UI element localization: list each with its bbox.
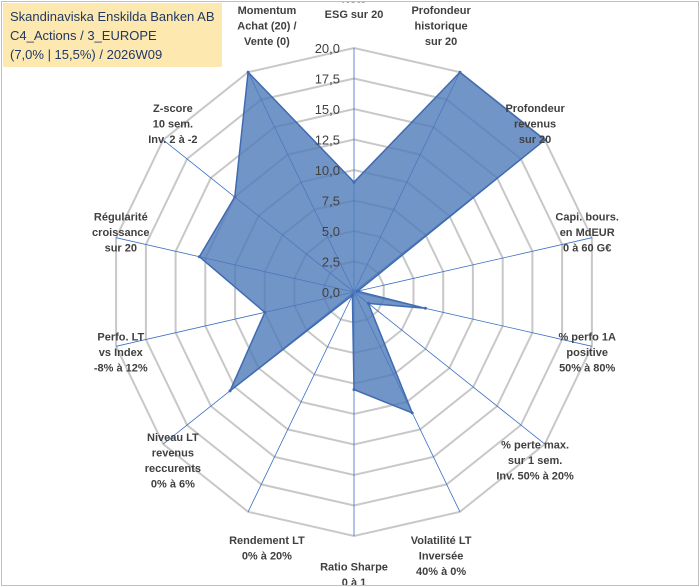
axis-label-line: sur 1 sem. bbox=[508, 455, 562, 467]
axis-label-line: en MdEUR bbox=[560, 227, 615, 239]
axis-label-line: Achat (20) / bbox=[237, 20, 296, 32]
axis-label-line: Ratio Sharpe bbox=[320, 562, 388, 574]
data-point bbox=[228, 389, 232, 393]
axis-label-line: % perfo 1A bbox=[558, 332, 616, 344]
tick-label: 20,0 bbox=[315, 41, 340, 56]
axis-label-line: revenus bbox=[514, 119, 556, 131]
axis-label-line: sur 20 bbox=[105, 242, 137, 254]
data-point bbox=[246, 70, 250, 74]
axis-label: Niveau LT revenus reccurents 0% à 6% bbox=[145, 432, 201, 491]
axis-label: Profondeur revenus sur 20 bbox=[505, 103, 565, 146]
axis-label: % perfo 1A positive 50% à 80% bbox=[558, 332, 616, 375]
axis-spoke bbox=[353, 291, 546, 445]
axis-label: Capi. bours. en MdEUR 0 à 60 G€ bbox=[555, 211, 619, 254]
tick-label: 17,5 bbox=[315, 72, 340, 87]
axis-spoke bbox=[247, 291, 355, 512]
axis-label: Volatilité LT Inversée 40% à 0% bbox=[411, 535, 472, 578]
axis-label: Z-score 10 sem. Inv. 2 à -2 bbox=[148, 103, 197, 146]
data-point bbox=[366, 301, 370, 305]
data-series-area bbox=[198, 70, 546, 415]
axis-label: Régularité croissance sur 20 bbox=[92, 211, 149, 254]
title-line-1: Skandinaviska Enskilda Banken AB bbox=[10, 9, 215, 24]
axis-label-line: revenus bbox=[152, 448, 194, 460]
axis-label-line: -8% à 12% bbox=[94, 363, 148, 375]
data-point bbox=[233, 195, 237, 199]
title-box: Skandinaviska Enskilda Banken AB C4_Acti… bbox=[3, 3, 222, 67]
data-point bbox=[352, 388, 356, 392]
axis-label-line: Momentum bbox=[238, 5, 297, 17]
axis-label-line: 0 à 1 bbox=[342, 577, 366, 585]
axis-label-line: Régularité bbox=[94, 211, 148, 223]
axis-label-line: Profondeur bbox=[505, 103, 565, 115]
axis-label-line: Z-score bbox=[153, 103, 193, 115]
data-point bbox=[350, 293, 354, 297]
axis-label-line: Inv. 2 à -2 bbox=[148, 134, 197, 146]
axis-label: Profondeur historique sur 20 bbox=[411, 5, 471, 48]
axis-label-line: ESG sur 20 bbox=[325, 9, 384, 21]
axis-label-line: Rendement LT bbox=[229, 535, 305, 547]
axis-label-line: Inv. 50% à 20% bbox=[496, 471, 574, 483]
tick-label: 12,5 bbox=[315, 133, 340, 148]
axis-label: % perte max. sur 1 sem. Inv. 50% à 20% bbox=[496, 440, 574, 483]
axis-label-line: Volatilité LT bbox=[411, 535, 472, 547]
axis-label-line: 0% à 20% bbox=[242, 550, 292, 562]
data-point bbox=[197, 255, 201, 259]
axis-label-line: Inversée bbox=[419, 550, 464, 562]
data-point bbox=[263, 310, 267, 314]
axis-label: Momentum Achat (20) / Vente (0) bbox=[237, 5, 296, 48]
axis-label-line: positive bbox=[566, 347, 608, 359]
axis-label-line: 10 sem. bbox=[153, 119, 193, 131]
axis-label: Perfo. LT vs Index -8% à 12% bbox=[94, 332, 148, 375]
axis-label-line: Niveau LT bbox=[147, 432, 199, 444]
axis-label-line: sur 20 bbox=[519, 134, 551, 146]
axis-label-line: Capi. bours. bbox=[555, 211, 619, 223]
data-point bbox=[543, 138, 547, 142]
axis-label-line: % perte max. bbox=[501, 440, 569, 452]
tick-label: 7,5 bbox=[322, 194, 340, 209]
axis-label-line: Note bbox=[342, 2, 366, 6]
axis-label-line: Vente (0) bbox=[244, 36, 290, 48]
axis-label-line: 50% à 80% bbox=[559, 363, 615, 375]
axis-label-line: Profondeur bbox=[411, 5, 471, 17]
data-point bbox=[356, 289, 360, 293]
axis-label-line: 0 à 60 G€ bbox=[563, 242, 611, 254]
axis-label-line: reccurents bbox=[145, 463, 201, 475]
tick-label: 15,0 bbox=[315, 102, 340, 117]
tick-label: 0,0 bbox=[322, 285, 340, 300]
axis-label-line: vs Index bbox=[99, 347, 144, 359]
axis-label-line: 40% à 0% bbox=[416, 566, 466, 578]
axis-spoke bbox=[353, 237, 592, 293]
axis-label-line: croissance bbox=[92, 227, 149, 239]
tick-label: 2,5 bbox=[322, 255, 340, 270]
axis-label: Rendement LT 0% à 20% bbox=[229, 535, 305, 563]
axis-label: Ratio Sharpe 0 à 1 bbox=[320, 562, 388, 586]
data-point bbox=[458, 70, 462, 74]
tick-label: 10,0 bbox=[315, 163, 340, 178]
tick-label: 5,0 bbox=[322, 224, 340, 239]
data-point bbox=[410, 411, 414, 415]
title-line-3: (7,0% | 15,5%) / 2026W09 bbox=[10, 47, 163, 62]
data-point bbox=[423, 306, 427, 310]
axis-label-line: sur 20 bbox=[425, 36, 457, 48]
axis-label: Note ESG sur 20 bbox=[325, 2, 384, 21]
axis-label-line: historique bbox=[415, 20, 468, 32]
data-point bbox=[352, 180, 356, 184]
title-line-2: C4_Actions / 3_EUROPE bbox=[10, 28, 157, 43]
axis-label-line: 0% à 6% bbox=[151, 479, 195, 491]
axis-label-line: Perfo. LT bbox=[97, 332, 144, 344]
